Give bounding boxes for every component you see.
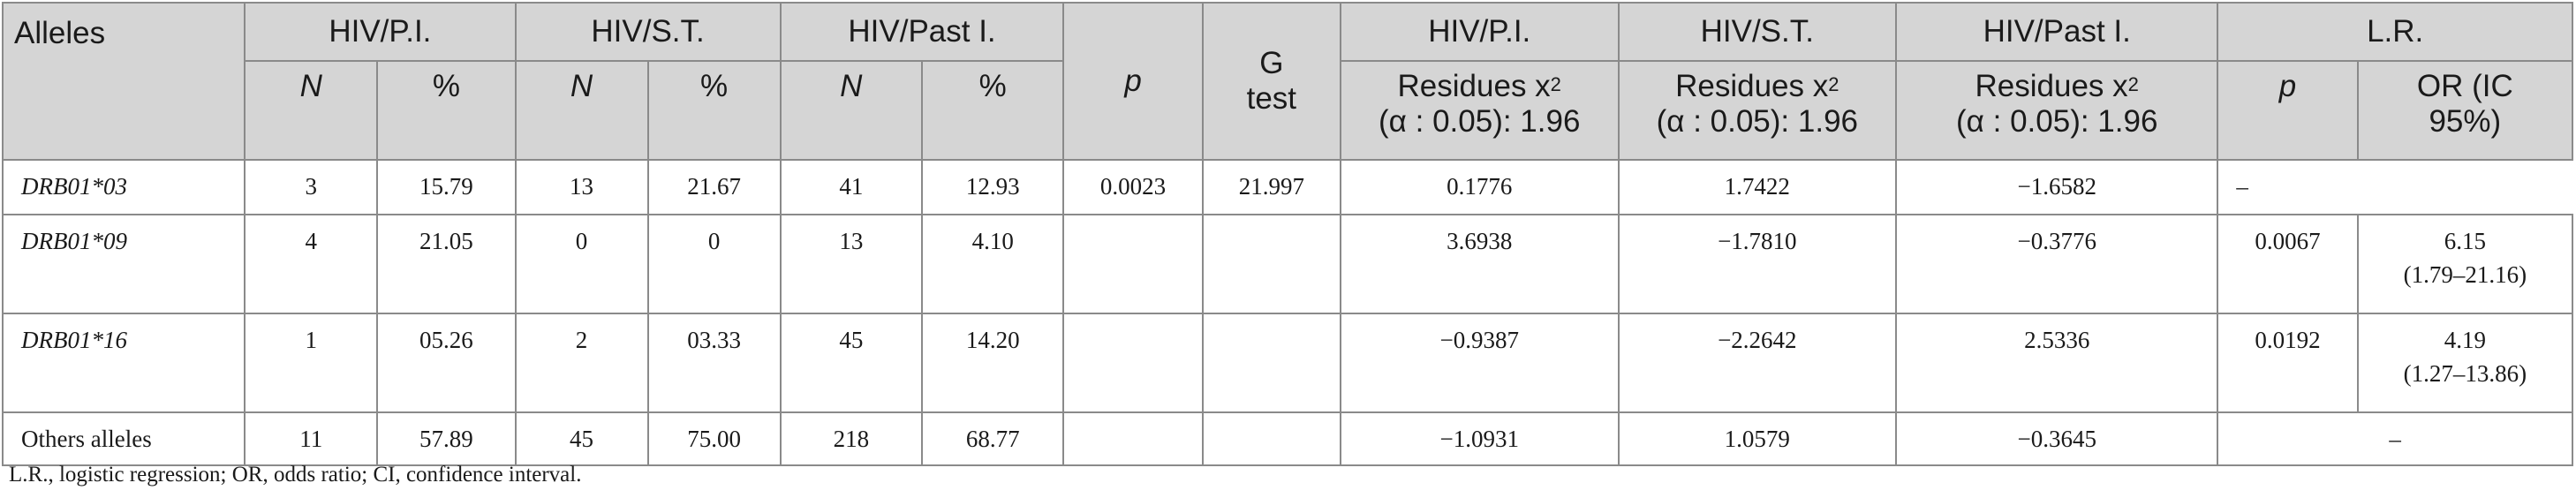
table-container: Alleles HIV/P.I. HIV/S.T. HIV/Past I. p … [1, 2, 2574, 466]
g-cell [1201, 411, 1341, 466]
lr-p-header: p [2217, 60, 2359, 161]
st-pct-header: % [646, 60, 782, 161]
residues-group-header-past: HIV/Past I. [1895, 2, 2219, 62]
alleles-header: Alleles [1, 2, 246, 161]
table-row: DRB01*16 1 05.26 2 03.33 45 14.20 −0.938… [1, 313, 2574, 413]
residue-past-cell: −1.6582 [1895, 159, 2219, 215]
allele-cell: DRB01*03 [1, 159, 246, 215]
or-ci: (1.27–13.86) [2403, 360, 2527, 387]
allele-cell: Others alleles [1, 411, 246, 466]
table-row: Others alleles 11 57.89 45 75.00 218 68.… [1, 411, 2573, 466]
residue-st-cell: 1.0579 [1617, 411, 1898, 466]
residue-pi-cell: −1.0931 [1339, 411, 1620, 466]
or-value: 4.19 [2444, 327, 2486, 353]
st-n-cell: 13 [514, 159, 649, 215]
residues-header-pi: Residues x2 (α : 0.05): 1.96 [1339, 60, 1620, 161]
pi-n-cell: 11 [244, 411, 379, 466]
residues-alpha: (α : 0.05): 1.96 [1656, 104, 1858, 139]
or-value: 6.15 [2444, 228, 2486, 254]
st-pct-cell: 21.67 [646, 159, 782, 215]
lr-cell: – [2217, 159, 2572, 215]
lr-or-header: OR (IC 95%) [2356, 60, 2574, 161]
p-cell [1062, 313, 1204, 413]
past-pct-header: % [921, 60, 1065, 161]
residue-st-cell: −1.7810 [1617, 214, 1898, 314]
past-n-cell: 45 [779, 313, 924, 413]
residues-label: Residues x [1397, 69, 1551, 103]
past-n-cell: 13 [779, 214, 924, 314]
residues-header-past: Residues x2 (α : 0.05): 1.96 [1895, 60, 2219, 161]
g-cell [1201, 313, 1341, 413]
alleles-table: Alleles HIV/P.I. HIV/S.T. HIV/Past I. p … [1, 2, 2574, 466]
p-cell [1062, 411, 1204, 466]
pi-n-header: N [244, 60, 379, 161]
residue-pi-cell: 3.6938 [1339, 214, 1620, 314]
lr-or-cell: 6.15 (1.79–21.16) [2356, 214, 2574, 314]
g-cell [1201, 214, 1341, 314]
header-row-1: Alleles HIV/P.I. HIV/S.T. HIV/Past I. p … [1, 2, 2573, 161]
group-header-st: HIV/S.T. [514, 2, 782, 62]
g-cell: 21.997 [1201, 159, 1341, 215]
g-test-header: G test [1201, 2, 1341, 161]
allele-cell: DRB01*16 [1, 313, 246, 413]
residue-st-cell: 1.7422 [1617, 159, 1898, 215]
past-pct-cell: 12.93 [921, 159, 1065, 215]
residues-group-header-pi: HIV/P.I. [1339, 2, 1620, 62]
st-pct-cell: 03.33 [646, 313, 782, 413]
residues-sup: 2 [2127, 73, 2139, 95]
residues-label: Residues x [1975, 69, 2128, 103]
st-pct-cell: 0 [646, 214, 782, 314]
group-header-pi: HIV/P.I. [244, 2, 517, 62]
residues-alpha: (α : 0.05): 1.96 [1379, 104, 1581, 139]
p-cell [1062, 214, 1204, 314]
pi-pct-header: % [376, 60, 517, 161]
p-header: p [1062, 2, 1204, 161]
p-cell: 0.0023 [1062, 159, 1204, 215]
group-header-past: HIV/Past I. [779, 2, 1065, 62]
header-row-2: N % N % N % Residues x2 (α : 0.05): 1.96… [3, 60, 2574, 161]
or-ci: (1.79–21.16) [2403, 261, 2527, 288]
st-n-cell: 2 [514, 313, 649, 413]
residues-sup: 2 [1828, 73, 1839, 95]
table-footnote: L.R., logistic regression; OR, odds rati… [9, 463, 582, 487]
residues-alpha: (α : 0.05): 1.96 [1956, 104, 2158, 139]
residue-pi-cell: 0.1776 [1339, 159, 1620, 215]
lr-p-cell: 0.0192 [2217, 313, 2359, 413]
st-n-header: N [514, 60, 649, 161]
residue-pi-cell: −0.9387 [1339, 313, 1620, 413]
residues-sup: 2 [1550, 73, 1561, 95]
allele-cell: DRB01*09 [1, 214, 246, 314]
table-row: DRB01*03 3 15.79 13 21.67 41 12.93 0.002… [1, 159, 2572, 215]
residues-label: Residues x [1675, 69, 1829, 103]
pi-pct-cell: 21.05 [376, 214, 517, 314]
lr-or-cell: 4.19 (1.27–13.86) [2356, 313, 2574, 413]
lr-p-cell: 0.0067 [2217, 214, 2359, 314]
residue-past-cell: −0.3776 [1895, 214, 2219, 314]
past-pct-cell: 14.20 [921, 313, 1065, 413]
past-n-cell: 218 [779, 411, 924, 466]
st-n-cell: 45 [514, 411, 649, 466]
residue-past-cell: 2.5336 [1895, 313, 2219, 413]
pi-n-cell: 1 [244, 313, 379, 413]
past-n-header: N [779, 60, 924, 161]
residue-st-cell: −2.2642 [1617, 313, 1898, 413]
lr-merged-cell: – [2217, 411, 2573, 466]
pi-pct-cell: 15.79 [376, 159, 517, 215]
past-pct-cell: 4.10 [921, 214, 1065, 314]
residues-group-header-st: HIV/S.T. [1617, 2, 1898, 62]
pi-pct-cell: 05.26 [376, 313, 517, 413]
st-pct-cell: 75.00 [646, 411, 782, 466]
residue-past-cell: −0.3645 [1895, 411, 2219, 466]
past-n-cell: 41 [779, 159, 924, 215]
pi-n-cell: 3 [244, 159, 379, 215]
table-row: DRB01*09 4 21.05 0 0 13 4.10 3.6938 −1.7… [1, 214, 2574, 314]
past-pct-cell: 68.77 [921, 411, 1065, 466]
pi-pct-cell: 57.89 [376, 411, 517, 466]
residues-header-st: Residues x2 (α : 0.05): 1.96 [1617, 60, 1898, 161]
lr-header: L.R. [2217, 2, 2573, 62]
st-n-cell: 0 [514, 214, 649, 314]
pi-n-cell: 4 [244, 214, 379, 314]
